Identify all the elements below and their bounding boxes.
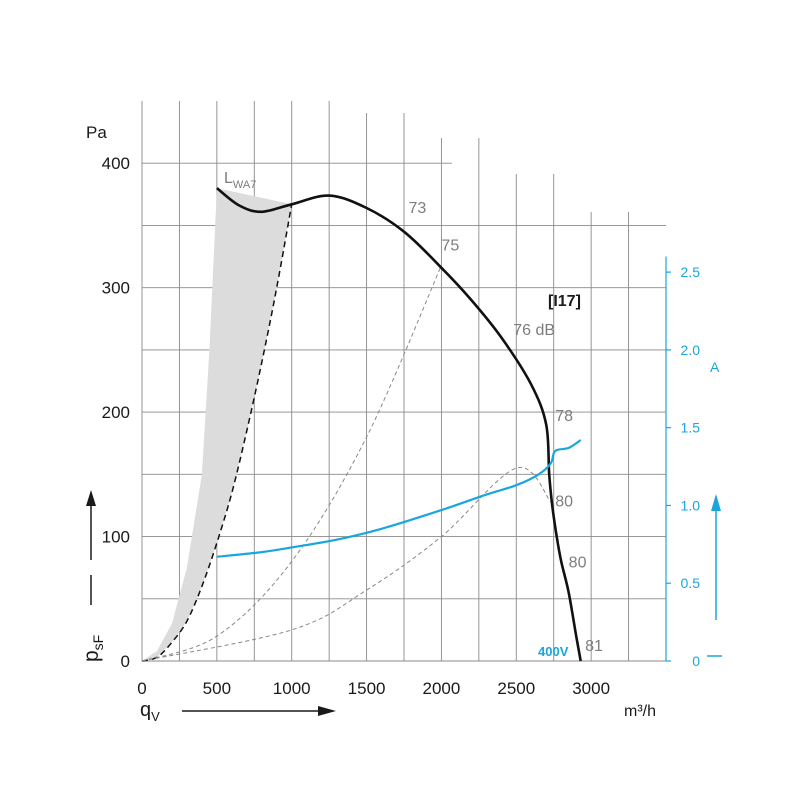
curve-label: [I17] <box>548 293 581 310</box>
sound-level-label: 80 <box>555 494 573 511</box>
svg-text:psF: psF <box>80 635 106 662</box>
system-curves-layer <box>141 265 552 662</box>
y-unit-label: Pa <box>86 123 107 142</box>
sound-level-label: 75 <box>441 237 459 254</box>
x-tick-label: 500 <box>203 679 231 698</box>
y2-tick-label: 0 <box>692 653 700 669</box>
y-axis-arrow-head <box>86 490 96 506</box>
y2-unit-label: A <box>710 359 720 375</box>
y-tick-label: 300 <box>102 279 130 298</box>
lwa-region <box>142 188 292 661</box>
x-unit-label: m³/h <box>624 703 656 720</box>
y-symbol-sub: sF <box>90 635 106 651</box>
x-axis-title: qV <box>140 699 160 724</box>
y2-tick-label: 1.5 <box>681 420 701 436</box>
y2-axis-arrow-head <box>711 494 721 511</box>
y-tick-label: 100 <box>102 528 130 547</box>
y-tick-label: 0 <box>121 652 130 671</box>
sound-level-label: 76 dB <box>513 322 555 339</box>
y2-tick-label: 0.5 <box>681 575 701 591</box>
y-symbol: p <box>80 650 103 662</box>
y-axis-title: psF <box>80 635 106 662</box>
y-tick-label: 400 <box>102 154 130 173</box>
y2-tick-label: 1.0 <box>681 497 701 513</box>
x-tick-label: 2000 <box>423 679 461 698</box>
sound-level-label: 80 <box>569 555 587 572</box>
x-tick-label: 3000 <box>572 679 610 698</box>
series-layer <box>216 187 582 662</box>
lwa-label: LWA7 <box>224 170 256 191</box>
lwa-region-layer <box>141 188 293 662</box>
sound-level-label: 73 <box>408 200 426 217</box>
x-tick-label: 2500 <box>497 679 535 698</box>
x-tick-label: 1500 <box>348 679 386 698</box>
tick-labels-layer: 0 500 1000 1500 2000 2500 3000 0 100 200 300 400 0 0.… <box>102 154 701 698</box>
lwa-boundary-dashed <box>141 204 293 662</box>
x-axis-arrow-head <box>318 706 336 716</box>
sound-level-label: 81 <box>585 638 603 655</box>
pressure-curve <box>216 187 582 662</box>
y2-tick-label: 2.5 <box>681 264 701 280</box>
sound-level-labels-layer: 73 75 76 dB 78 80 80 81 <box>408 200 603 655</box>
x-tick-label: 1000 <box>273 679 311 698</box>
voltage-label: 400V <box>538 644 569 659</box>
lwa-label-main: L <box>224 170 233 187</box>
lwa-label-sub: WA7 <box>233 179 256 191</box>
x-symbol-sub: V <box>151 709 160 724</box>
grid <box>141 101 671 662</box>
x-tick-label: 0 <box>137 679 146 698</box>
system-curve <box>141 265 442 662</box>
x-symbol: q <box>140 699 151 721</box>
sound-level-label: 78 <box>555 408 573 425</box>
y-tick-label: 200 <box>102 403 130 422</box>
y2-tick-label: 2.0 <box>681 342 701 358</box>
current-curve <box>216 439 582 558</box>
